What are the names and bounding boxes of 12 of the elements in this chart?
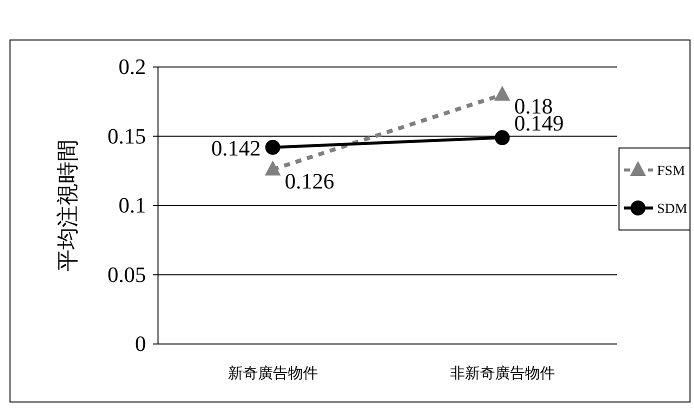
y-tick-label: 0.05: [108, 262, 146, 287]
legend-label: SDM: [657, 202, 688, 217]
x-tick-label: 新奇廣告物件: [228, 365, 318, 382]
legend-label: FSM: [657, 164, 686, 179]
data-label: 0.142: [211, 135, 261, 160]
y-tick-label: 0: [135, 331, 146, 356]
data-label: 0.126: [284, 168, 334, 194]
y-tick-label: 0.2: [118, 54, 146, 79]
y-tick-label: 0.1: [118, 192, 146, 218]
x-tick-label: 非新奇廣告物件: [450, 365, 555, 382]
y-tick-label: 0.15: [108, 123, 146, 148]
y-axis-title: 平均注視時間: [55, 140, 80, 272]
